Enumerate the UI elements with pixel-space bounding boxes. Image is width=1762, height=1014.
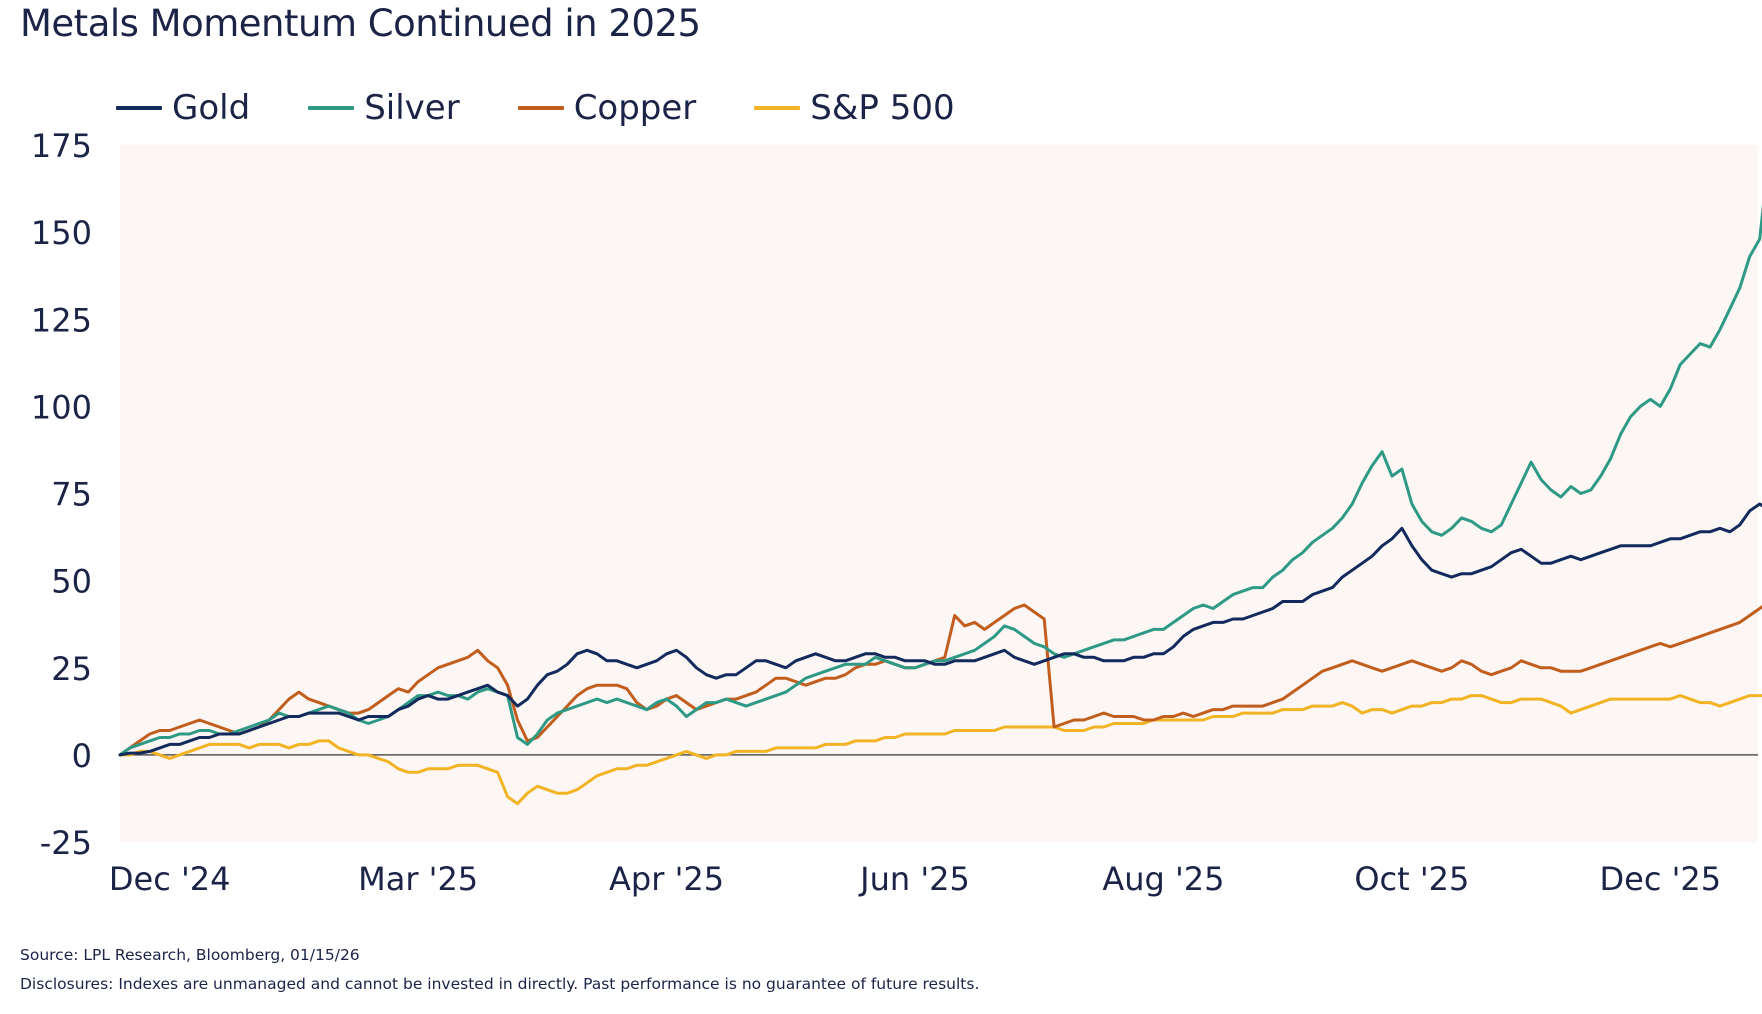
chart-legend: Gold Silver Copper S&P 500: [116, 83, 1013, 133]
x-tick-label: Apr '25: [609, 860, 724, 898]
x-tick-label: Oct '25: [1354, 860, 1469, 898]
y-tick-label: 75: [51, 476, 92, 514]
legend-swatch-copper: [517, 106, 564, 110]
legend-label-copper: Copper: [573, 88, 697, 128]
y-tick-label: 175: [31, 130, 92, 165]
plot-background: [120, 145, 1758, 842]
y-tick-label: 50: [51, 563, 92, 601]
legend-item-gold: Gold: [116, 88, 250, 128]
source-note: Source: LPL Research, Bloomberg, 01/15/2…: [20, 946, 360, 964]
series-line-copper: [118, 603, 1762, 757]
x-tick-label: Mar '25: [358, 860, 478, 898]
disclosure-note: Disclosures: Indexes are unmanaged and c…: [20, 975, 980, 993]
x-axis-ticks: Dec '24 Mar '25 Apr '25 Jun '25 Aug '25 Oct '…: [109, 860, 1721, 898]
y-tick-label: 100: [31, 388, 92, 426]
y-tick-label: 150: [31, 214, 92, 252]
legend-label-gold: Gold: [172, 88, 251, 128]
y-tick-label: 25: [51, 650, 92, 688]
y-axis-ticks: 175 150 125 100 75 50 25 0 -25: [31, 127, 92, 862]
y-tick-label: 125: [31, 301, 92, 339]
series-lines: [118, 204, 1762, 806]
legend-swatch-sp500: [754, 106, 801, 110]
x-tick-label: Jun '25: [858, 860, 970, 898]
x-tick-label: Dec '24: [109, 860, 231, 898]
legend-swatch-gold: [116, 106, 162, 110]
x-tick-label: Dec '25: [1600, 860, 1722, 898]
series-line-gold: [118, 502, 1762, 757]
legend-label-sp500: S&P 500: [810, 88, 955, 128]
legend-swatch-silver: [308, 106, 355, 110]
legend-label-silver: Silver: [364, 88, 460, 128]
legend-item-silver: Silver: [308, 88, 460, 128]
chart-area: 175 150 125 100 75 50 25 0 -25 Dec '24 Mar '25 Apr…: [0, 127, 1762, 930]
y-tick-label: -25: [40, 824, 92, 862]
chart-title: Metals Momentum Continued in 2025: [20, 2, 701, 45]
legend-item-sp500: S&P 500: [754, 88, 955, 128]
legend-item-copper: Copper: [517, 88, 697, 128]
y-tick-label: 0: [72, 737, 92, 775]
line-chart: 175 150 125 100 75 50 25 0 -25 Dec '24 Mar '25 Apr…: [31, 127, 1762, 898]
series-line-sp500: [118, 694, 1762, 806]
x-tick-label: Aug '25: [1102, 860, 1224, 898]
